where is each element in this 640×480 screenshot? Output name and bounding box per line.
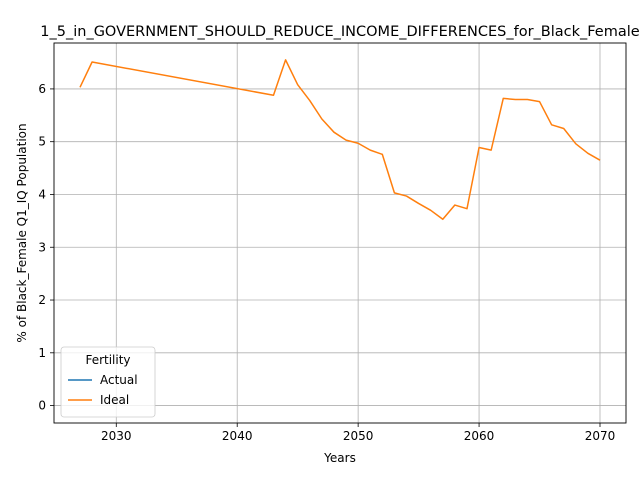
legend-entry-actual: Actual bbox=[100, 373, 138, 387]
legend-entry-ideal: Ideal bbox=[100, 393, 129, 407]
y-tick-label: 2 bbox=[38, 293, 46, 307]
series-layer bbox=[79, 59, 601, 221]
x-tick-label: 2060 bbox=[464, 429, 495, 443]
legend-title: Fertility bbox=[85, 353, 130, 367]
axis-ticks: 2030 2040 2050 2060 2070 0 1 2 3 4 5 6 bbox=[38, 82, 615, 443]
y-tick-label: 3 bbox=[38, 240, 46, 254]
y-axis-label: % of Black_Female Q1_IQ Population bbox=[15, 123, 29, 342]
x-tick-label: 2070 bbox=[585, 429, 616, 443]
y-tick-label: 0 bbox=[38, 399, 46, 413]
y-tick-label: 1 bbox=[38, 346, 46, 360]
plot-area-frame bbox=[53, 42, 627, 424]
x-tick-label: 2030 bbox=[101, 429, 132, 443]
legend: Fertility Actual Ideal bbox=[60, 346, 156, 418]
y-tick-label: 4 bbox=[38, 187, 46, 201]
x-axis-label: Years bbox=[323, 451, 356, 465]
gridlines bbox=[54, 43, 626, 423]
x-tick-label: 2050 bbox=[343, 429, 374, 443]
series-line-ideal bbox=[79, 59, 601, 221]
chart-title: 1_5_in_GOVERNMENT_SHOULD_REDUCE_INCOME_D… bbox=[40, 24, 639, 40]
y-tick-label: 5 bbox=[38, 135, 46, 149]
x-tick-label: 2040 bbox=[222, 429, 253, 443]
y-tick-label: 6 bbox=[38, 82, 46, 96]
